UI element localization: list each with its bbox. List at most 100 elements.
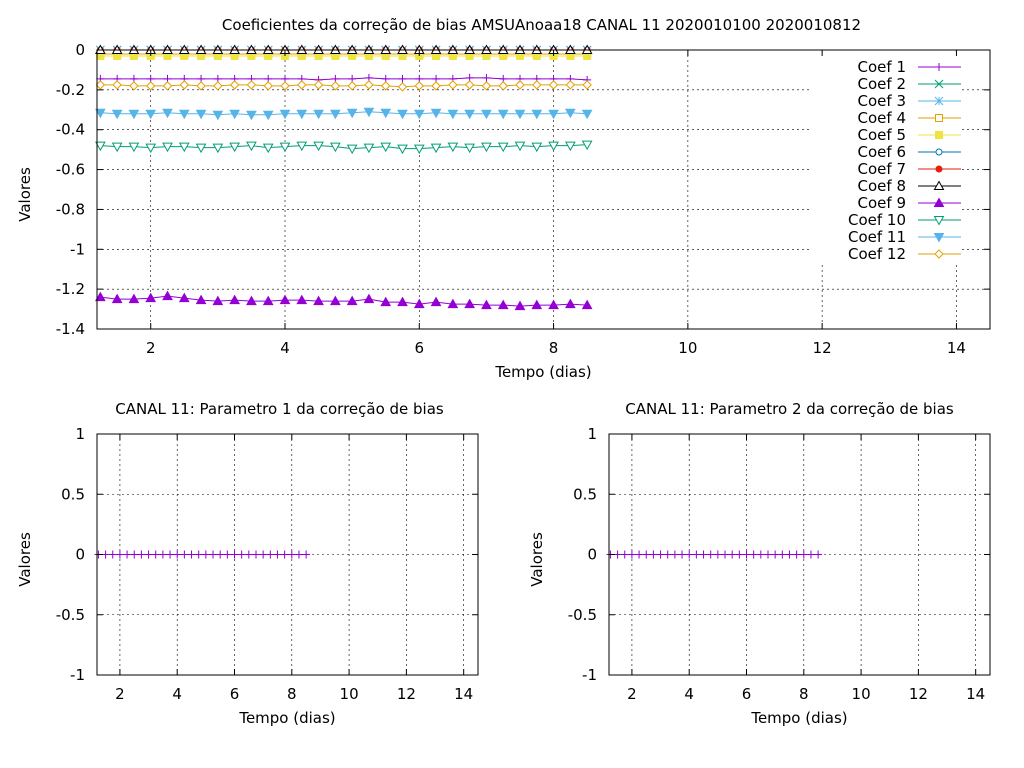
- legend-label: Coef 7: [858, 160, 906, 178]
- data-point: [514, 300, 526, 311]
- data-point: [627, 550, 636, 559]
- data-point: [130, 550, 139, 559]
- legend-item: Coef 9: [858, 194, 961, 212]
- y-tick-label: 0: [587, 546, 597, 564]
- data-point: [212, 295, 224, 306]
- data-point: [178, 109, 190, 120]
- data-point: [195, 109, 207, 120]
- x-tick-label: 12: [397, 685, 416, 703]
- data-point: [642, 550, 651, 559]
- data-point: [179, 80, 189, 90]
- data-point: [482, 73, 491, 82]
- data-point: [196, 81, 206, 91]
- data-point: [742, 550, 751, 559]
- chart-title: CANAL 11: Parametro 1 da correção de bia…: [115, 400, 444, 418]
- data-point: [294, 550, 303, 559]
- data-point: [162, 142, 173, 153]
- data-point: [548, 299, 559, 310]
- y-tick-label: -0.5: [568, 606, 597, 624]
- data-point: [223, 550, 232, 559]
- data-point: [481, 142, 492, 153]
- legend-item: Coef 1: [858, 58, 961, 76]
- data-point: [263, 81, 273, 91]
- legend-marker: [934, 79, 944, 89]
- y-tick-label: -0.8: [56, 200, 85, 218]
- data-point: [649, 550, 658, 559]
- data-point: [296, 109, 308, 120]
- data-point: [447, 142, 459, 153]
- y-tick-label: -0.6: [56, 161, 85, 179]
- data-point: [229, 80, 240, 90]
- data-point: [297, 80, 307, 90]
- data-point: [531, 109, 543, 120]
- y-tick-label: 0: [75, 546, 85, 564]
- x-tick-label: 10: [852, 685, 871, 703]
- data-point: [464, 80, 475, 90]
- plot-frame: [96, 49, 991, 330]
- data-point: [111, 109, 123, 120]
- data-point: [246, 110, 257, 121]
- series-11: [95, 107, 593, 121]
- x-axis-label: Tempo (dias): [494, 363, 591, 381]
- data-point: [178, 292, 190, 303]
- data-point: [246, 141, 257, 152]
- data-point: [413, 144, 425, 155]
- x-tick-label: 4: [280, 339, 290, 357]
- data-point: [763, 550, 772, 559]
- data-point: [330, 81, 341, 91]
- legend-marker: [934, 96, 944, 106]
- legend-label: Coef 3: [858, 92, 906, 110]
- data-point: [430, 296, 442, 307]
- x-tick-label: 8: [549, 339, 559, 357]
- data-point: [230, 550, 239, 559]
- legend-item: Coef 6: [858, 143, 961, 161]
- legend-item: Coef 2: [858, 75, 961, 93]
- data-point: [144, 550, 153, 559]
- data-point: [201, 550, 210, 559]
- data-point: [266, 550, 275, 559]
- data-point: [497, 109, 509, 120]
- data-point: [548, 109, 559, 120]
- data-point: [565, 298, 576, 309]
- data-point: [565, 108, 576, 119]
- legend-label: Coef 2: [858, 75, 906, 93]
- series-line: [100, 144, 588, 150]
- y-tick-label: 0: [75, 41, 85, 59]
- data-point: [413, 298, 425, 309]
- data-point: [397, 296, 408, 307]
- data-point: [128, 142, 140, 153]
- data-point: [464, 143, 475, 154]
- y-tick-label: -0.5: [56, 606, 85, 624]
- legend-marker: [933, 216, 945, 226]
- data-point: [728, 550, 737, 559]
- x-axis-label: Tempo (dias): [750, 709, 847, 727]
- data-point: [363, 107, 375, 118]
- data-point: [447, 109, 459, 120]
- legend-marker: [935, 148, 943, 156]
- data-point: [112, 80, 122, 90]
- y-tick-label: -0.4: [56, 121, 85, 139]
- data-point: [347, 81, 357, 91]
- data-point: [296, 294, 308, 305]
- data-point: [302, 550, 311, 559]
- x-tick-label: 10: [340, 685, 359, 703]
- data-point: [464, 109, 475, 120]
- data-point: [178, 142, 190, 153]
- data-point: [237, 550, 246, 559]
- legend-label: Coef 11: [848, 228, 906, 246]
- data-point: [785, 550, 794, 559]
- chart-title: Coeficientes da correção de bias AMSUAno…: [222, 16, 861, 34]
- series-12: [95, 80, 592, 92]
- data-point: [806, 550, 815, 559]
- data-point: [397, 144, 408, 155]
- data-point: [778, 550, 787, 559]
- x-tick-label: 4: [172, 685, 182, 703]
- data-point: [756, 550, 765, 559]
- data-point: [145, 109, 157, 120]
- y-tick-label: -1: [70, 240, 85, 258]
- legend-marker: [933, 197, 945, 207]
- data-point: [146, 81, 156, 91]
- series-line: [100, 77, 588, 81]
- chart-title: CANAL 11: Parametro 2 da correção de bia…: [625, 400, 954, 418]
